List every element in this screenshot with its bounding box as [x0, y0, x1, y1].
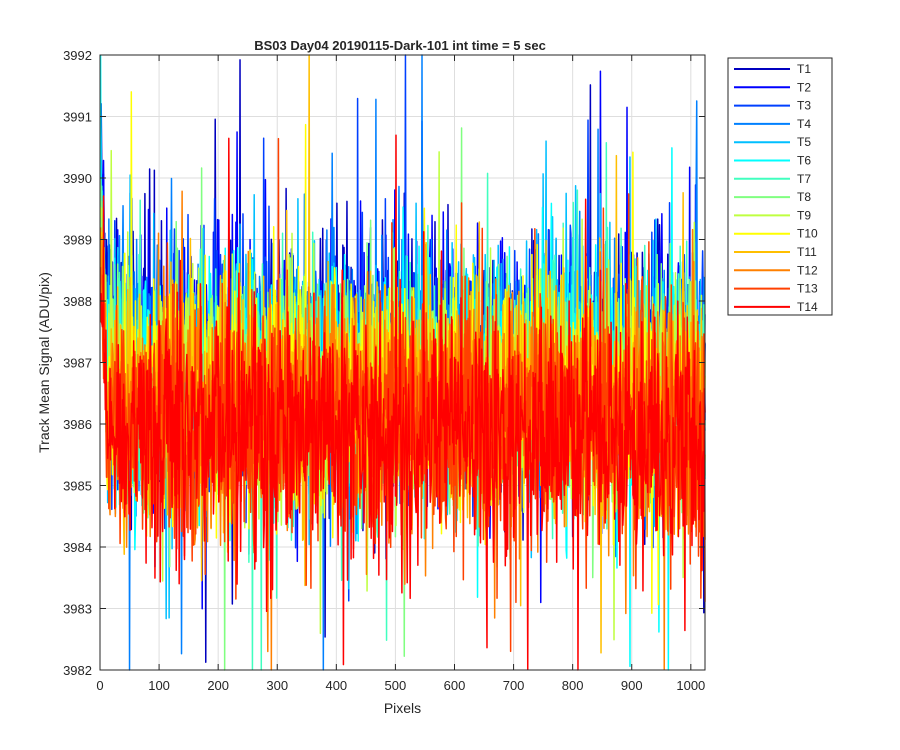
legend-label-t11: T11: [797, 245, 817, 259]
legend-label-t7: T7: [797, 172, 811, 186]
plot-area: 0 100 200 300 400 500 600 700 800 900 1000 3982 3983…: [63, 48, 706, 693]
legend-label-t6: T6: [797, 154, 811, 168]
x-tick-label: 800: [562, 678, 584, 693]
legend-label-t4: T4: [797, 117, 811, 131]
x-tick-label: 600: [444, 678, 466, 693]
legend-label-t12: T12: [797, 263, 818, 277]
y-tick-label: 3991: [63, 110, 92, 125]
legend-label-t13: T13: [797, 282, 818, 296]
x-tick-label: 0: [96, 678, 103, 693]
x-axis-label: Pixels: [384, 700, 421, 716]
x-tick-label: 500: [385, 678, 407, 693]
x-tick-label: 1000: [676, 678, 705, 693]
legend-label-t8: T8: [797, 190, 811, 204]
y-tick-label: 3982: [63, 663, 92, 678]
legend: T1 T2 T3 T4 T5 T6 T7 T8 T9 T10 T11 T12 T13 T14: [727, 57, 833, 316]
series-line-t14: [99, 134, 706, 671]
legend-label-t1: T1: [797, 62, 811, 76]
series-lines: [99, 54, 706, 671]
y-tick-label: 3985: [63, 479, 92, 494]
y-tick-label: 3989: [63, 233, 92, 248]
legend-label-t14: T14: [797, 300, 818, 314]
y-tick-label: 3987: [63, 356, 92, 371]
legend-label-t9: T9: [797, 208, 811, 222]
x-tick-label: 300: [266, 678, 288, 693]
x-tick-label: 700: [503, 678, 525, 693]
x-tick-label: 900: [621, 678, 643, 693]
y-axis-label: Track Mean Signal (ADU/pix): [36, 272, 52, 453]
legend-label-t3: T3: [797, 99, 811, 113]
chart-title: BS03 Day04 20190115-Dark-101 int time = …: [254, 38, 546, 53]
legend-label-t2: T2: [797, 80, 811, 94]
legend-label-t5: T5: [797, 135, 811, 149]
x-tick-label: 100: [148, 678, 170, 693]
y-tick-label: 3984: [63, 540, 92, 555]
y-tick-label: 3990: [63, 171, 92, 186]
x-tick-label: 200: [207, 678, 229, 693]
y-tick-label: 3983: [63, 602, 92, 617]
x-tick-label: 400: [325, 678, 347, 693]
axis-ticks: 0 100 200 300 400 500 600 700 800 900 1000 3982 3983…: [63, 48, 705, 693]
legend-label-t10: T10: [797, 227, 818, 241]
y-tick-label: 3988: [63, 294, 92, 309]
legend-box: [727, 57, 833, 316]
y-tick-label: 3992: [63, 48, 92, 63]
legend-entries: T1 T2 T3 T4 T5 T6 T7 T8 T9 T10 T11 T12 T13 T14: [734, 62, 818, 314]
y-tick-label: 3986: [63, 417, 92, 432]
